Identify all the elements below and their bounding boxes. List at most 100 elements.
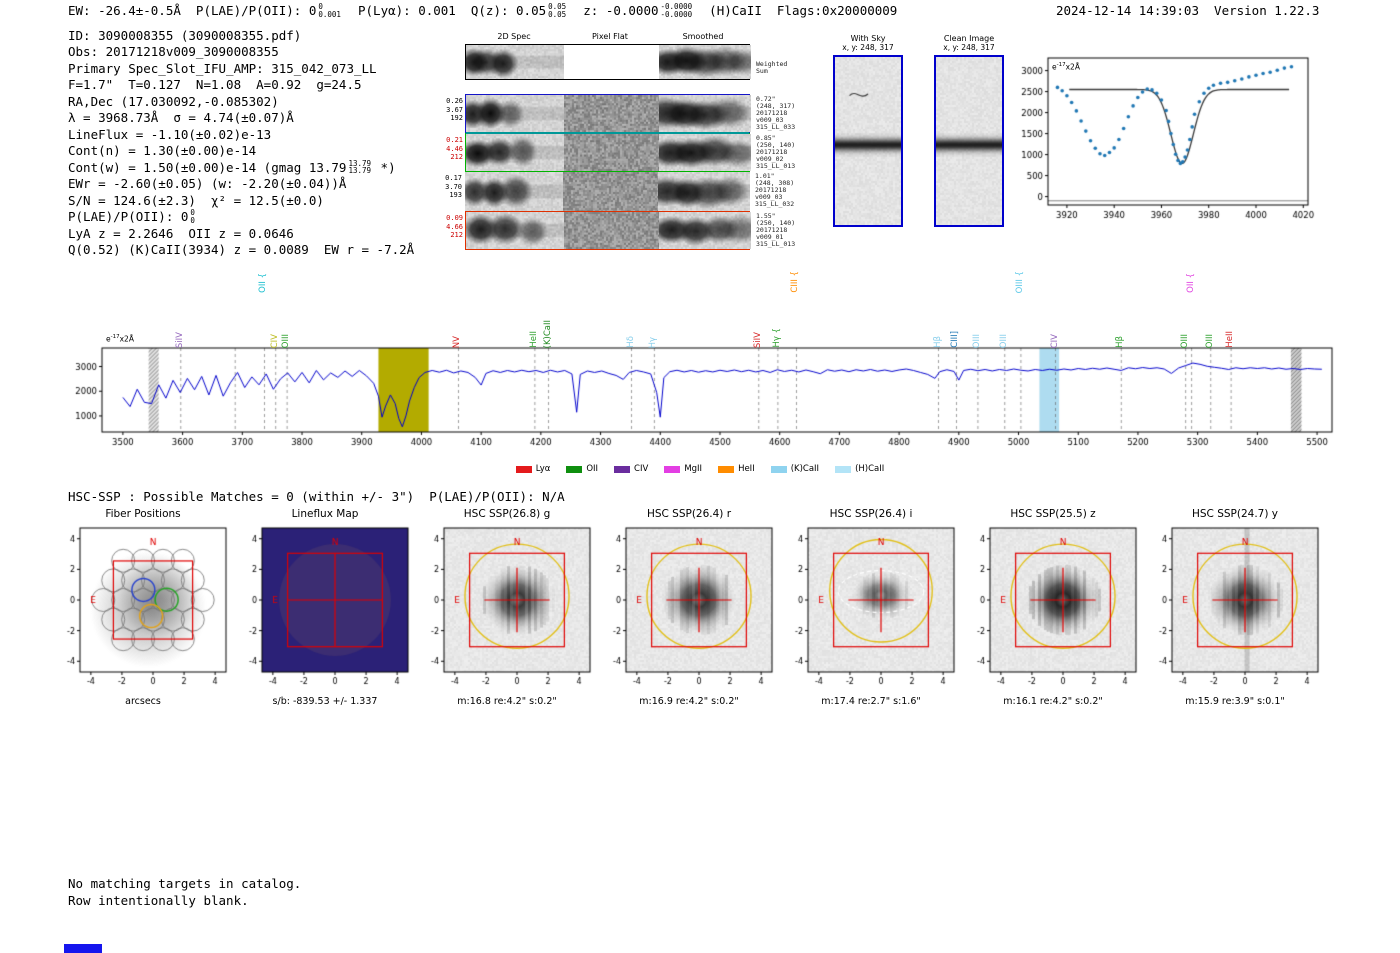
legend-item: Lyα <box>515 464 550 474</box>
legend-swatch <box>515 465 532 473</box>
cutout-title: HSC SSP(24.7) y <box>1191 508 1278 520</box>
spec2d-strip-canvas <box>466 95 564 132</box>
spec2d-strip-canvas <box>466 45 564 79</box>
legend-swatch <box>566 465 583 473</box>
full-spectrum-section: SiIV OII {CIV OIII NV HeII (K)CaII Hδ Hγ SiIV Hγ … <box>60 268 1340 503</box>
cutout-row: Fiber Positions arcsecs Lineflux Map s/b: -… <box>52 508 1326 710</box>
info-line: EWr = -2.60(±0.05) (w: -2.20(±0.04))Å <box>68 176 414 193</box>
text-segment: LyA z = 2.2646 OII z = 0.0646 <box>68 225 294 241</box>
spec2d-column-title: Pixel Flat <box>592 32 628 41</box>
spec2d-strip-canvas <box>563 172 658 211</box>
spec2d-strip-canvas <box>659 134 751 171</box>
text-segment: Cont(w) = 1.50(±0.00)e-14 (gmag 13.79 <box>68 159 347 175</box>
text-segment: LineFlux = -1.10(±0.02)e-13 <box>68 126 272 142</box>
info-line: LineFlux = -1.10(±0.02)e-13 <box>68 126 414 143</box>
clean-image-title: Clean Image <box>943 34 995 43</box>
spec2d-row-stats: 0.26 3.67 192 <box>446 97 463 122</box>
cutout-caption: m:17.4 re:2.7" s:1.6" <box>821 696 921 707</box>
info-line: F=1.7" T=0.127 N=1.08 A=0.92 g=24.5 <box>68 77 414 94</box>
header-datetime: 2024-12-14 14:39:03 Version 1.22.3 <box>1056 3 1320 18</box>
cutout-canvas <box>418 524 596 692</box>
cutout-title: HSC SSP(26.4) r <box>646 508 732 520</box>
cutout-caption: m:16.1 re:4.2" s:0.2" <box>1003 696 1103 707</box>
spec2d-strip-canvas <box>564 212 659 249</box>
info-line: Cont(w) = 1.50(±0.00)e-14 (gmag 13.79 13.… <box>68 159 414 176</box>
text-segment: F=1.7" T=0.127 N=1.08 A=0.92 g=24.5 <box>68 77 362 93</box>
spec2d-row-fiber-id: 1.55" (250, 140) 20171218 v009_01 315_LL… <box>756 212 796 248</box>
info-line: Primary Spec_Slot_IFU_AMP: 315_042_073_L… <box>68 60 414 77</box>
with-sky-coords: x, y: 248, 317 <box>842 43 894 52</box>
spec2d-fiber-row: 0.21 4.46 212 0.85" (250, 140) 20171218 v… <box>446 132 795 172</box>
spec2d-fiber-row: 0.26 3.67 192 0.72" (248, 317) 20171218 v… <box>446 94 795 133</box>
spec2d-row-fiber-id: 0.85" (250, 140) 20171218 v009_02 315_LL… <box>756 134 796 170</box>
cutout-canvas <box>1146 524 1324 692</box>
text-segment: S/N = 124.6(±2.3) χ² = 12.5(±0.0) <box>68 192 324 208</box>
text-segment: z: -0.0000 <box>568 3 659 18</box>
footer-note: Row intentionally blank. <box>68 892 249 908</box>
spec2d-row-accent <box>466 132 749 134</box>
text-segment: (H)CaII Flags:0x20000009 <box>694 3 898 18</box>
spec2d-strip-canvas <box>659 95 751 132</box>
stacked-fraction: 13.79 13.79 <box>348 158 372 176</box>
info-line: Cont(n) = 1.30(±0.00)e-14 <box>68 143 414 160</box>
spec2d-row-fiber-id: 1.01" (248, 308) 20171218 v009_03 315_LL… <box>755 172 795 208</box>
text-segment: Q(0.52) (K)CaII(3934) z = 0.0089 EW r = … <box>68 242 415 258</box>
cutout-panel-hsc: HSC SSP(25.5) z m:16.1 re:4.2" s:0.2" <box>962 508 1144 710</box>
cutout-title: Lineflux Map <box>291 508 359 520</box>
text-segment: Primary Spec_Slot_IFU_AMP: 315_042_073_L… <box>68 60 377 76</box>
legend-label: MgII <box>684 464 703 474</box>
legend-label: (H)CaII <box>855 464 885 474</box>
cutout-canvas <box>964 524 1142 692</box>
footer-note: No matching targets in catalog. <box>68 876 302 891</box>
with-sky-panel: With Sky x, y: 248, 317 <box>829 34 907 231</box>
text-segment: Cont(n) = 1.30(±0.00)e-14 <box>68 143 257 159</box>
legend-item: MgII <box>664 464 702 474</box>
cutout-panel-lineflux: Lineflux Map s/b: -839.53 +/- 1.337 <box>234 508 416 710</box>
spec2d-strip-canvas <box>658 172 750 211</box>
cutout-caption: arcsecs <box>125 696 161 707</box>
clean-image-coords: x, y: 248, 317 <box>943 43 995 52</box>
legend-label: OII <box>586 464 599 474</box>
clean-image <box>934 55 1004 227</box>
text-segment: Obs: 20171218v009_3090008355 <box>68 44 279 60</box>
text-segment: EW: -26.4±-0.5Å P(LAE)/P(OII): 0 <box>68 3 317 18</box>
spectral-line-legend: Lyα OII CIV MgII HeII (K)CaII (H)CaII <box>60 464 1340 474</box>
cutout-canvas <box>782 524 960 692</box>
cutout-panel-fiber: Fiber Positions arcsecs <box>52 508 234 710</box>
legend-item: OII <box>566 464 598 474</box>
cutout-canvas <box>54 524 232 692</box>
spec2d-strip-canvas <box>465 172 563 211</box>
cutout-title: Fiber Positions <box>105 508 181 520</box>
legend-item: (K)CaII <box>770 464 819 474</box>
legend-item: CIV <box>614 464 648 474</box>
info-line: ID: 3090008355 (3090008355.pdf) <box>68 27 414 44</box>
spec2d-strip-canvas <box>659 212 751 249</box>
text-segment: *) <box>373 159 396 175</box>
legend-swatch <box>614 465 631 473</box>
info-line: Obs: 20171218v009_3090008355 <box>68 44 414 61</box>
hsc-match-summary: HSC-SSP : Possible Matches = 0 (within +… <box>68 489 565 504</box>
cutout-panel-hsc_i: HSC SSP(26.4) i m:17.4 re:2.7" s:1.6" <box>780 508 962 710</box>
weighted-sum-label: Weighted Sum <box>756 60 788 75</box>
cutout-canvas <box>236 524 414 692</box>
spec2d-fiber-row: 0.09 4.66 212 1.55" (250, 140) 20171218 v… <box>446 211 795 250</box>
info-line: Q(0.52) (K)CaII(3934) z = 0.0089 EW r = … <box>68 242 414 259</box>
spec2d-strip-canvas <box>466 134 564 171</box>
text-segment: P(Lyα): 0.001 Q(z): 0.05 <box>342 3 547 18</box>
spec2d-strip-canvas <box>564 134 659 171</box>
text-segment: λ = 3968.73Å σ = 4.74(±0.07)Å <box>68 110 294 126</box>
cutout-panel-hsc: HSC SSP(26.4) r m:16.9 re:4.2" s:0.2" <box>598 508 780 710</box>
spec2d-row-stats: 0.09 4.66 212 <box>446 214 463 239</box>
legend-swatch <box>835 465 852 473</box>
stacked-fraction: 0 0.001 <box>318 2 341 19</box>
text-segment: P(LAE)/P(OII): 0 <box>68 209 189 225</box>
cutout-title: HSC SSP(26.4) i <box>829 508 913 520</box>
stacked-fraction: 0.05 0.05 <box>548 2 567 19</box>
spec2d-row-stats: 0.17 3.70 193 <box>445 174 462 199</box>
with-sky-title: With Sky <box>850 34 886 43</box>
legend-label: HeII <box>738 464 755 474</box>
cutout-caption: m:16.9 re:4.2" s:0.2" <box>639 696 739 707</box>
